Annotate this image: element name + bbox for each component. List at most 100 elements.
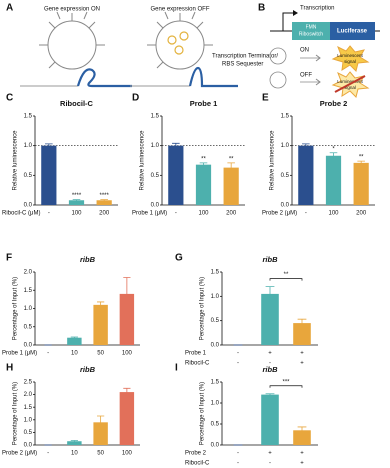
chart-title: ribB [263,255,279,264]
significance-label: * [332,146,335,152]
y-tick-label: 0.0 [24,203,33,209]
x-tick-label: 50 [97,351,104,357]
x-tick-label: 100 [122,451,133,457]
arrow [293,10,298,16]
x-tick-label: - [269,361,271,367]
y-axis-label: Percentage of Input (%) [13,277,19,340]
x-tick-label: 100 [328,211,339,217]
riboswitch-box [292,22,330,40]
diagram-label: Luminescent [337,79,363,84]
bar [325,155,342,205]
y-tick-label: 0.5 [211,318,220,324]
x-tick-label: 200 [356,211,367,217]
panel-letter: I [175,363,178,374]
panel-letter: C [6,93,13,104]
diagram-label: Gene expression ON [44,7,100,13]
bar [168,145,184,205]
x-tick-label: + [268,451,272,457]
y-tick-label: 1.5 [24,405,33,411]
diagram-label: FMN [306,24,317,30]
y-tick-label: 1.5 [24,114,33,120]
panel-letter: B [258,3,265,14]
error-bar [123,277,131,311]
x-tick-label: - [237,451,239,457]
panel-letter: A [6,3,13,14]
bar [67,337,82,345]
x-tick-label: - [47,351,49,357]
y-axis-label: Percentage of Input (%) [13,382,19,445]
y-tick-label: 1.0 [24,306,33,312]
significance-label: ** [284,272,289,278]
bar [195,164,212,205]
error-bar [70,336,78,339]
x-tick-label: - [175,211,177,217]
significance-label: ** [229,156,234,162]
arrow [315,54,321,86]
riboswitch-icons [269,47,320,89]
error-bar [123,387,131,396]
y-tick-label: 1.0 [211,401,220,407]
error-bar [100,199,108,201]
y-tick-label: 1.0 [281,143,290,149]
bar [353,162,369,205]
x-tick-label: 100 [122,351,133,357]
significance-label: ** [201,156,206,162]
bar [298,145,314,205]
error-bar [357,160,365,165]
strike [334,75,366,93]
error-bar [97,415,105,429]
x-row-name: Ribocil-C [185,461,210,467]
error-bar [72,199,81,201]
y-tick-label: 0.5 [24,430,33,436]
bar [261,394,279,445]
y-tick-label: 0.0 [281,203,290,209]
x-tick-label: 10 [71,351,78,357]
error-bar [227,162,235,173]
x-tick-label: - [237,351,239,357]
y-tick-label: 0.0 [211,343,220,349]
y-tick-label: 1.0 [24,417,33,423]
signal-burst [331,45,370,72]
x-tick-label: - [237,461,239,467]
y-tick-label: 2.5 [24,380,33,386]
error-bar [70,440,78,442]
panel-letter: F [6,253,12,264]
x-tick-label: - [47,451,49,457]
significance-label: **** [99,193,109,199]
diagram-label: Transcription [300,6,334,12]
riboswitch-strand [76,68,132,88]
diagram-label: Luciferase [337,29,368,35]
chart-title: ribB [80,255,96,264]
error-bar [265,286,275,302]
ligand [167,31,189,55]
x-row-name: Probe 1 [185,351,207,357]
bar [93,422,108,445]
x-tick-label: + [300,461,304,467]
x-tick-label: + [268,351,272,357]
panel-letter: D [132,93,139,104]
chart-title: Probe 1 [190,99,218,108]
x-row-name: Ribocil-C [185,361,210,367]
bar [96,200,112,205]
y-tick-label: 0.0 [211,443,220,449]
bar [261,293,279,345]
panel-letter: H [6,363,13,374]
panel-letter: E [262,93,269,104]
bar [41,145,57,205]
x-tick-label: 50 [97,451,104,457]
x-tick-label: 100 [198,211,209,217]
x-axis-label: Probe 1 (μM) [2,351,37,357]
x-tick-label: + [300,351,304,357]
riboswitch-off [130,11,213,87]
diagram-label: signal [344,85,356,90]
x-tick-label: 10 [71,451,78,457]
chart-title: ribB [80,365,96,374]
error-bar [302,143,310,148]
y-axis-label: Percentage of Input (%) [200,382,206,445]
y-axis-label: Relative luminescence [140,130,146,191]
diagram-label: Gene expression OFF [150,7,209,13]
x-tick-label: + [300,361,304,367]
panel-letter: G [175,253,183,264]
